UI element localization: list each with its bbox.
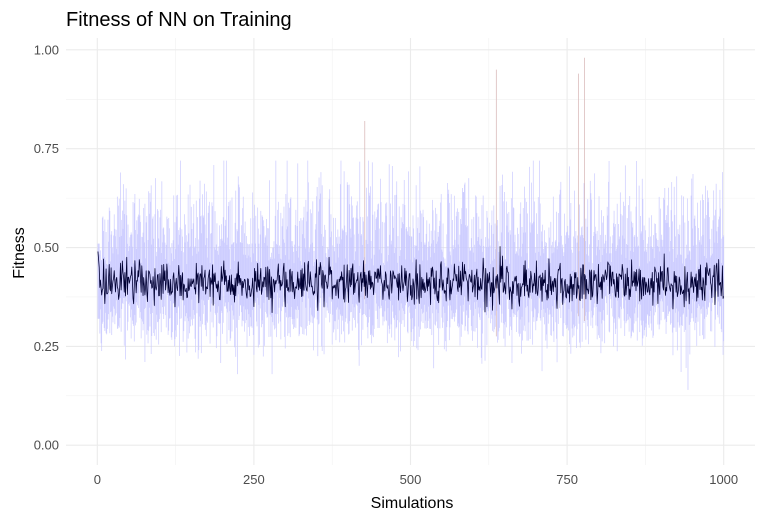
y-tick-label: 1.00 — [34, 42, 59, 57]
mean-fitness-line — [97, 246, 725, 314]
y-tick-label: 0.00 — [34, 438, 59, 453]
series-range-band — [97, 57, 725, 390]
x-tick-label: 500 — [400, 472, 422, 487]
x-axis-title: Simulations — [371, 495, 454, 512]
tick-labels: 0 250 500 750 1000 0.00 0.25 0.50 0.75 1.00 — [34, 42, 738, 487]
y-axis-title: Fitness — [11, 227, 28, 279]
series-mean-line — [97, 246, 725, 314]
chart-title: Fitness of NN on Training — [66, 9, 292, 31]
x-tick-label: 750 — [556, 472, 578, 487]
y-tick-label: 0.50 — [34, 240, 59, 255]
x-tick-label: 0 — [94, 472, 101, 487]
y-tick-label: 0.75 — [34, 141, 59, 156]
y-tick-label: 0.25 — [34, 339, 59, 354]
x-tick-label: 250 — [243, 472, 265, 487]
x-tick-label: 1000 — [709, 472, 738, 487]
